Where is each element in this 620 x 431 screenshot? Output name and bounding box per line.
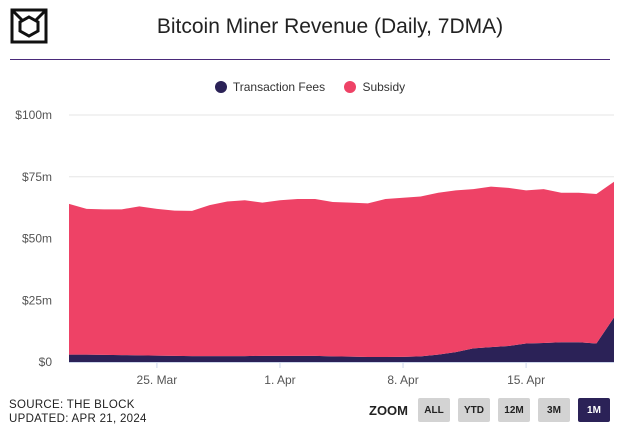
- legend-label: Subsidy: [362, 80, 406, 94]
- y-tick-label: $50m: [22, 232, 52, 246]
- x-tick-label: 8. Apr: [387, 373, 418, 387]
- legend-item-fees[interactable]: Transaction Fees: [214, 80, 326, 94]
- updated-text: UPDATED: APR 21, 2024: [9, 413, 147, 425]
- y-tick-label: $25m: [22, 293, 52, 307]
- legend-item-subsidy[interactable]: Subsidy: [344, 80, 405, 94]
- x-tick-label: 25. Mar: [137, 373, 178, 387]
- legend-swatch: [214, 81, 227, 93]
- zoom-3m-button[interactable]: 3M: [538, 398, 570, 422]
- source-text: SOURCE: THE BLOCK: [9, 399, 135, 411]
- area-series-fees: [69, 317, 614, 362]
- zoom-1m-button[interactable]: 1M: [578, 398, 610, 422]
- zoom-controls: ZOOM ALL YTD 12M 3M 1M: [369, 398, 610, 422]
- x-tick-label: 15. Apr: [507, 373, 545, 387]
- title-divider: [10, 59, 610, 60]
- chart-title: Bitcoin Miner Revenue (Daily, 7DMA): [156, 15, 504, 38]
- area-series-subsidy: [69, 181, 614, 358]
- zoom-all-button[interactable]: ALL: [418, 398, 450, 422]
- legend-label: Transaction Fees: [232, 80, 326, 94]
- zoom-label: ZOOM: [369, 402, 408, 418]
- y-tick-label: $75m: [22, 170, 52, 184]
- y-tick-label: $100m: [15, 108, 52, 122]
- y-tick-label: $0: [39, 355, 53, 369]
- footer-text: SOURCE: THE BLOCK UPDATED: APR 21, 2024: [9, 398, 147, 426]
- the-block-logo: [10, 8, 48, 44]
- legend: Transaction Fees Subsidy: [0, 80, 620, 96]
- legend-swatch: [344, 81, 357, 93]
- x-tick-label: 1. Apr: [264, 373, 295, 387]
- zoom-12m-button[interactable]: 12M: [498, 398, 530, 422]
- chart-plot: $0 $25m $50m $75m $100m 25. Mar 1. Apr 8. Apr 15…: [15, 108, 614, 387]
- zoom-ytd-button[interactable]: YTD: [458, 398, 490, 422]
